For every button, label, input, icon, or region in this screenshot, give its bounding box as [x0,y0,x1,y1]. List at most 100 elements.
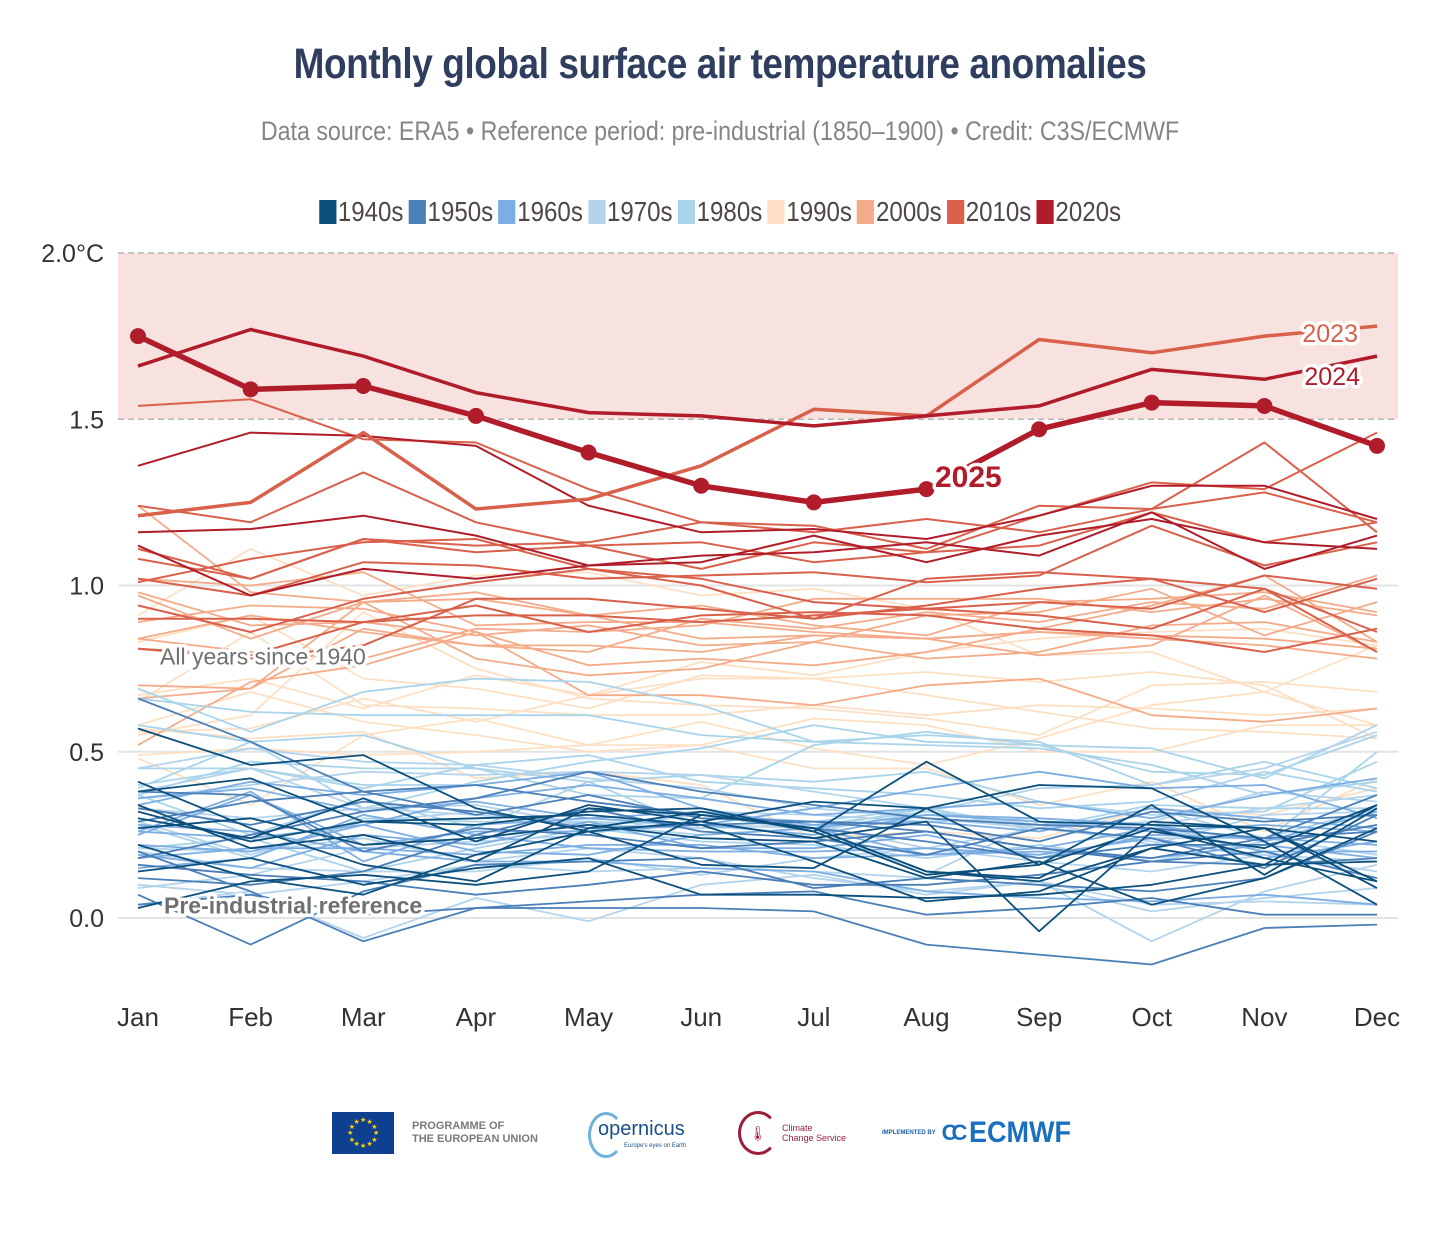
year-line-1988 [137,677,1378,796]
legend-swatch [498,200,516,224]
year-line-1944 [137,760,1378,883]
marker-2025-Feb [242,381,259,398]
legend-swatch [588,200,606,224]
year-line-1943 [137,800,1378,896]
year-line-1996 [137,691,1377,753]
x-tick-label: May [564,1002,613,1032]
annotation-pre-industrial-halo: Pre-industrial reference [164,893,422,919]
year-line-2000 [137,631,1378,746]
year-line-1951 [137,807,1378,886]
label-2023-halo: 2023 [1302,320,1358,348]
y-tick-label: 1.0 [69,573,104,601]
year-line-2018 [137,524,1378,597]
marker-2025-Jan [130,328,146,345]
x-tick-label: Feb [228,1002,273,1032]
year-line-1983 [137,697,1378,790]
star-icon: ★ [371,1123,378,1131]
year-line-1945 [137,797,1378,933]
x-tick-label: Aug [903,1002,949,1032]
legend-swatch [767,200,785,224]
footer-logos: ★ ★ ★ ★ ★ ★ ★ ★ ★ ★ ★ ★ PROGRAMME OF THE EUROPEAN U… [332,1110,1083,1158]
c3s-logo: 🌡 Climate Change Service [738,1111,852,1155]
x-tick-label: Jun [680,1002,722,1032]
year-line-1950 [137,830,1378,946]
y-tick-label: 0.0 [69,905,104,933]
eu-programme-text: PROGRAMME OF THE EUROPEAN UNION [412,1120,562,1146]
x-tick-label: Jul [797,1002,830,1032]
star-icon: ★ [373,1130,380,1137]
year-line-2013 [138,574,1378,624]
legend-item-2020s: 2020s [1036,196,1122,228]
marker-2025-Oct [1143,394,1160,411]
legend-label: 1990s [786,196,852,227]
eu-text-line2: THE EUROPEAN UNION [412,1133,538,1145]
legend-item-1950s: 1950s [408,196,494,228]
legend-label: 1970s [606,196,673,227]
grid-layer: 2.0°C 1.5 1.0 0.5 0.0 Jan Feb Mar Apr May Jun Jul Au… [41,240,1400,1032]
year-line-2009 [137,597,1378,660]
legend-swatch [408,200,426,224]
x-tick-label: Sep [1016,1002,1062,1032]
annotation-all-years-halo: All years since 1940 [160,643,366,669]
star-icon: ★ [348,1123,356,1131]
year-line-1980 [138,754,1378,810]
year-line-2007 [137,504,1378,660]
year-line-1952 [137,790,1378,866]
legend-item-2010s: 2010s [946,196,1031,228]
year-line-1962 [137,787,1378,833]
c3s-line1: Climate [782,1123,813,1133]
legend-label: 2000s [876,196,942,227]
legend-label: 1950s [427,196,494,227]
marker-2025-Mar [355,378,372,394]
chart-subtitle: Data source: ERA5 • Reference period: pr… [260,116,1180,146]
eu-text-line1: PROGRAMME OF [412,1120,505,1132]
implemented-by-text: IMPLEMENTED BY [882,1130,936,1136]
year-line-1999 [137,631,1378,717]
highlight-line-2024 [137,327,1378,428]
star-icon: ★ [360,1143,367,1150]
label-2025-halo: 2025 [935,461,1002,494]
year-line-2015 [137,431,1378,580]
marker-2025-Aug [918,481,935,498]
year-line-1955 [137,850,1378,966]
year-line-2020 [137,431,1378,540]
copernicus-tagline: Europe's eyes on Earth [624,1143,687,1149]
marker-2025-Sep [1031,421,1048,438]
star-icon: ★ [366,1118,373,1126]
annotation-pre-industrial: Pre-industrial reference [164,893,422,919]
copernicus-name: opernicus [598,1118,685,1140]
label-2024-halo: 2024 [1304,363,1360,391]
annotation-all-years: All years since 1940 [160,643,366,669]
year-line-1997 [137,627,1378,733]
y-tick-label: 0.5 [69,739,104,767]
star-icon: ★ [360,1117,367,1124]
thermometer-icon: 🌡 [738,1111,778,1155]
year-line-2019 [137,441,1378,580]
legend-item-1940s: 1940s [318,196,403,228]
label-2024: 2024 [1304,363,1360,391]
ecmwf-mark-icon: CC [941,1120,968,1145]
legend-label: 1980s [696,196,763,227]
year-line-1966 [137,824,1378,859]
highlight-line-2025 [136,333,1378,506]
legend-swatch [677,200,695,224]
copernicus-arc-icon [588,1112,624,1158]
year-line-1976 [137,863,1378,943]
year-line-2008 [137,601,1378,700]
copernicus-logo: opernicus Europe's eyes on Earth [588,1110,708,1158]
legend-label: 2020s [1055,196,1122,227]
legend-swatch [318,200,337,224]
legend-item-1970s: 1970s [588,196,673,228]
legend-swatch [1036,200,1054,224]
label-2025: 2025 [935,461,1002,494]
c3s-line2: Change Service [782,1133,847,1143]
x-tick-label: Mar [341,1002,386,1032]
year-line-1947 [137,817,1378,906]
ecmwf-logo: CC ECMWF [942,1116,1083,1150]
legend-swatch [946,200,965,224]
ecmwf-name: ECMWF [969,1116,1072,1149]
year-line-2002 [137,571,1378,650]
year-line-2014 [137,567,1378,633]
year-line-1946 [137,857,1378,899]
